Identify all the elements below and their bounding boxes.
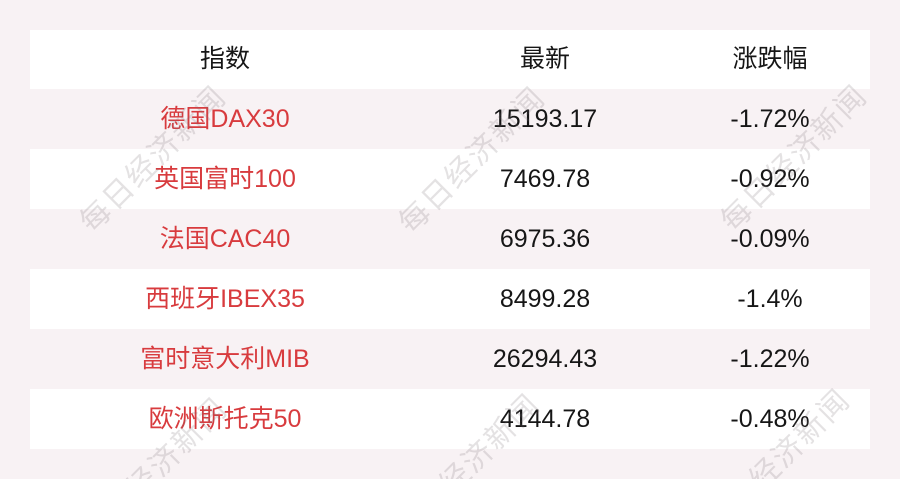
last-price-cell: 26294.43: [492, 345, 598, 373]
last-price-cell: 6975.36: [499, 225, 591, 253]
index-name-cell: 德国DAX30: [160, 105, 290, 133]
column-header-index: 指数: [199, 45, 250, 73]
last-price-cell: 15193.17: [492, 105, 598, 133]
table-body: 德国DAX30 15193.17 -1.72% 英国富时100 7469.78 …: [30, 89, 870, 449]
last-price-cell: 4144.78: [499, 405, 591, 433]
change-percent-cell: -1.4%: [737, 285, 803, 313]
index-name-cell: 法国CAC40: [159, 225, 291, 253]
index-name-cell: 富时意大利MIB: [140, 345, 310, 373]
last-price-cell: 7469.78: [499, 165, 591, 193]
index-name-cell: 西班牙IBEX35: [145, 285, 305, 313]
table-row: 富时意大利MIB 26294.43 -1.22%: [30, 329, 870, 389]
index-name-cell: 欧洲斯托克50: [148, 405, 302, 433]
change-percent-cell: -0.48%: [730, 405, 810, 433]
table-row: 法国CAC40 6975.36 -0.09%: [30, 209, 870, 269]
table-row: 欧洲斯托克50 4144.78 -0.48%: [30, 389, 870, 449]
change-percent-cell: -1.22%: [730, 345, 810, 373]
table-header-row: 指数 最新 涨跌幅: [30, 30, 870, 89]
table-row: 英国富时100 7469.78 -0.92%: [30, 149, 870, 209]
table-row: 德国DAX30 15193.17 -1.72%: [30, 89, 870, 149]
index-name-cell: 英国富时100: [154, 165, 296, 193]
last-price-cell: 8499.28: [499, 285, 591, 313]
index-table: 指数 最新 涨跌幅 德国DAX30 15193.17 -1.72% 英国富时10…: [30, 30, 870, 449]
column-header-change: 涨跌幅: [732, 45, 808, 73]
change-percent-cell: -0.09%: [730, 225, 810, 253]
change-percent-cell: -0.92%: [730, 165, 810, 193]
table-row: 西班牙IBEX35 8499.28 -1.4%: [30, 269, 870, 329]
column-header-last: 最新: [519, 45, 570, 73]
change-percent-cell: -1.72%: [730, 105, 810, 133]
